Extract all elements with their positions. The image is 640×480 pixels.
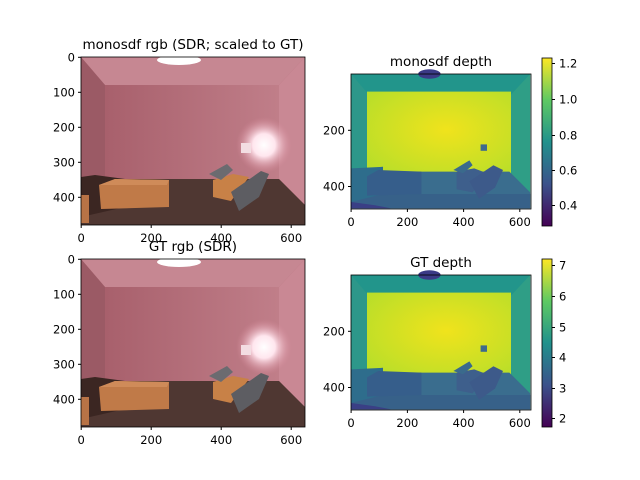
x-tick-label: 200 xyxy=(396,416,418,430)
x-tick-label: 200 xyxy=(396,215,418,229)
colorbar-tick-label: 0.6 xyxy=(559,164,577,178)
panel-monosdf-depth: monosdf depth 200 400 0 200 400 600 xyxy=(323,54,577,229)
x-tick-label: 400 xyxy=(210,433,232,447)
panel-title: GT rgb (SDR) xyxy=(149,239,237,255)
y-tick-label: 200 xyxy=(323,325,345,339)
image-monosdf-depth xyxy=(351,69,531,209)
x-tick-label: 600 xyxy=(280,433,302,447)
x-tick-label: 200 xyxy=(140,231,162,245)
x-tick-label: 600 xyxy=(280,231,302,245)
colorbar-tick-label: 0.8 xyxy=(559,129,577,143)
x-tick-label: 200 xyxy=(140,433,162,447)
colorbar-tick-label: 5 xyxy=(559,321,566,335)
y-tick-label: 200 xyxy=(53,121,75,135)
panel-title: monosdf depth xyxy=(390,54,492,70)
y-tick-label: 300 xyxy=(53,156,75,170)
y-tick-label: 400 xyxy=(53,393,75,407)
panel-title: GT depth xyxy=(410,255,472,271)
colorbar-tick-label: 1.0 xyxy=(559,93,577,107)
colorbar-monosdf-depth: 1.2 1.0 0.8 0.6 0.4 xyxy=(541,57,577,227)
y-axis: 200 400 xyxy=(323,124,351,194)
x-axis: 0 200 400 600 xyxy=(347,209,531,229)
x-tick-label: 400 xyxy=(453,416,475,430)
panel-title: monosdf rgb (SDR; scaled to GT) xyxy=(82,37,303,53)
colorbar-tick-label: 0.4 xyxy=(559,199,577,213)
x-axis: 0 200 400 600 xyxy=(347,410,531,430)
panel-gt-rgb: 0 100 200 300 400 0 200 400 600 GT rgb (… xyxy=(53,239,306,447)
colorbar-tick-label: 6 xyxy=(559,290,566,304)
image-gt-rgb xyxy=(81,257,305,427)
colorbar-tick-label: 7 xyxy=(559,259,566,273)
image-monosdf-rgb xyxy=(81,55,305,225)
x-tick-label: 400 xyxy=(210,231,232,245)
x-tick-label: 600 xyxy=(509,215,531,229)
panel-monosdf-rgb: monosdf rgb (SDR; scaled to GT) 0 100 20… xyxy=(53,37,306,245)
axes-frame xyxy=(80,56,306,226)
y-tick-label: 400 xyxy=(323,381,345,395)
colorbar-tick-label: 2 xyxy=(559,412,566,426)
x-tick-label: 0 xyxy=(78,231,85,245)
colorbar-gt-depth: 7 6 5 4 3 2 xyxy=(541,259,566,428)
axes-frame xyxy=(350,73,532,210)
y-tick-label: 100 xyxy=(53,86,75,100)
image-gt-depth xyxy=(351,270,531,410)
y-tick-label: 200 xyxy=(323,124,345,138)
y-tick-label: 0 xyxy=(68,51,75,65)
x-axis: 0 200 400 600 xyxy=(78,427,302,447)
panel-gt-depth: GT depth 200 400 0 200 400 600 xyxy=(323,255,566,430)
y-tick-label: 200 xyxy=(53,323,75,337)
x-axis: 0 200 400 600 xyxy=(78,225,302,245)
colorbar-tick-label: 1.2 xyxy=(559,57,577,71)
y-tick-label: 300 xyxy=(53,358,75,372)
axes-frame xyxy=(80,258,306,428)
y-axis: 200 400 xyxy=(323,325,351,395)
axes-frame xyxy=(350,274,532,411)
colorbar-tick-label: 3 xyxy=(559,382,566,396)
y-tick-label: 100 xyxy=(53,288,75,302)
x-tick-label: 600 xyxy=(509,416,531,430)
x-tick-label: 0 xyxy=(347,215,354,229)
x-tick-label: 0 xyxy=(78,433,85,447)
y-tick-label: 400 xyxy=(323,180,345,194)
y-tick-label: 0 xyxy=(68,253,75,267)
x-tick-label: 0 xyxy=(347,416,354,430)
x-tick-label: 400 xyxy=(453,215,475,229)
y-tick-label: 400 xyxy=(53,191,75,205)
colorbar-tick-label: 4 xyxy=(559,351,566,365)
y-axis: 0 100 200 300 400 xyxy=(53,253,81,407)
y-axis: 0 100 200 300 400 xyxy=(53,51,81,205)
